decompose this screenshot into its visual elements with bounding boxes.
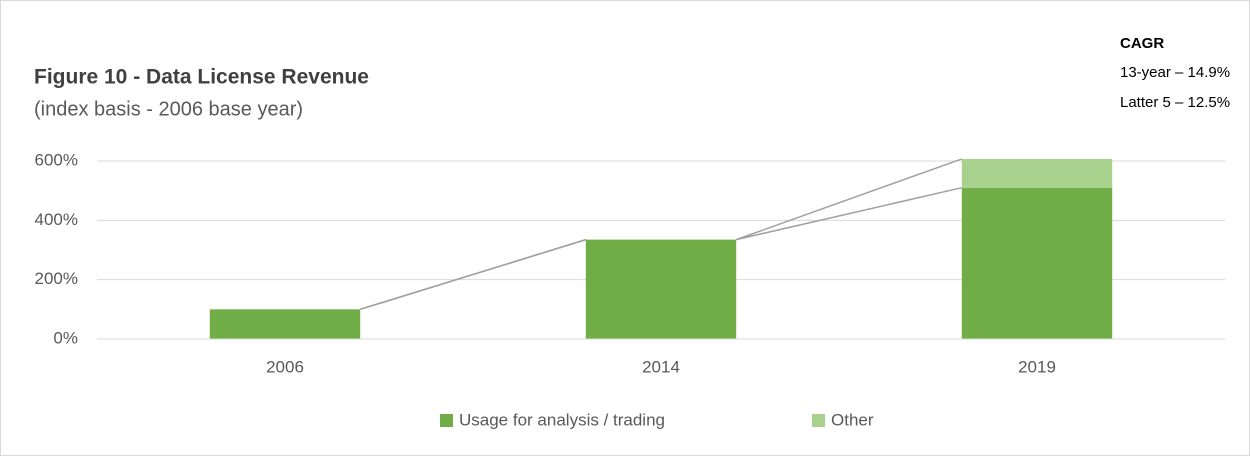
chart-title: Figure 10 - Data License Revenue [34, 66, 369, 89]
x-tick-label: 2014 [642, 357, 680, 376]
bar-segment [961, 158, 1113, 188]
y-tick-label: 600% [35, 150, 78, 169]
y-tick-label: 400% [35, 210, 78, 229]
bar-segment [585, 239, 737, 339]
y-tick-label: 200% [35, 269, 78, 288]
annotation: 13-year – 14.9% [1120, 64, 1230, 81]
annotation: Latter 5 – 12.5% [1120, 94, 1230, 111]
connector-line [359, 238, 587, 311]
x-tick-label: 2019 [1018, 357, 1056, 376]
x-tick-label: 2006 [266, 357, 304, 376]
legend-swatch [812, 414, 825, 427]
connector-line [735, 158, 963, 241]
annotation: CAGR [1120, 35, 1164, 52]
legend-label: Usage for analysis / trading [459, 410, 665, 429]
bar-segment [961, 187, 1113, 339]
y-tick-label: 0% [53, 328, 78, 347]
legend-label: Other [831, 410, 874, 429]
connector-line [736, 186, 962, 241]
legend-swatch [440, 414, 453, 427]
bar-segment [209, 309, 361, 339]
chart-subtitle: (index basis - 2006 base year) [34, 98, 303, 120]
